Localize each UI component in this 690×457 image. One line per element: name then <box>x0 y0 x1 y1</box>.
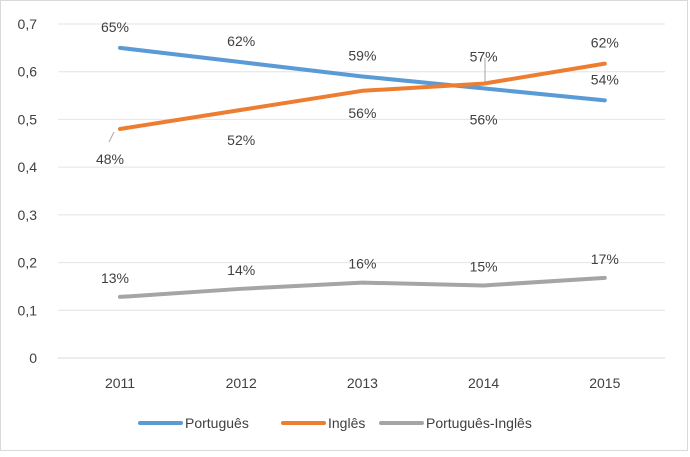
data-label: 62% <box>591 35 619 51</box>
y-tick-label: 0,7 <box>18 16 38 32</box>
data-label: 48% <box>96 151 124 167</box>
data-label: 15% <box>470 258 498 274</box>
data-label: 17% <box>591 251 619 267</box>
legend-label-2: Inglês <box>328 415 365 431</box>
y-tick-label: 0,3 <box>18 207 38 223</box>
y-tick-label: 0,5 <box>18 111 38 127</box>
data-label: 16% <box>348 256 376 272</box>
data-label: 52% <box>227 132 255 148</box>
y-tick-label: 0,1 <box>18 302 38 318</box>
data-label: 13% <box>101 270 129 286</box>
series-line-1 <box>118 45 607 103</box>
x-tick-label: 2013 <box>347 375 378 391</box>
data-label: 56% <box>470 111 498 127</box>
data-label: 65% <box>101 19 129 35</box>
series-line-2 <box>118 61 607 131</box>
legend-label-3: Português-Inglês <box>426 415 532 431</box>
data-label: 57% <box>470 49 498 65</box>
data-label: 54% <box>591 71 619 87</box>
x-tick-label: 2015 <box>589 375 620 391</box>
data-label: 59% <box>348 47 376 63</box>
x-tick-label: 2011 <box>105 375 135 391</box>
data-label: 62% <box>227 33 255 49</box>
leader-line <box>108 131 115 143</box>
x-tick-label: 2014 <box>468 375 499 391</box>
data-label: 56% <box>348 105 376 121</box>
y-tick-label: 0,2 <box>18 255 38 271</box>
legend-label-1: Português <box>185 415 249 431</box>
y-tick-label: 0,4 <box>18 159 38 175</box>
data-label: 14% <box>227 262 255 278</box>
x-tick-label: 2012 <box>226 375 257 391</box>
series-line-3 <box>118 275 607 299</box>
y-tick-label: 0,6 <box>18 64 38 80</box>
y-tick-label: 0 <box>29 350 37 366</box>
